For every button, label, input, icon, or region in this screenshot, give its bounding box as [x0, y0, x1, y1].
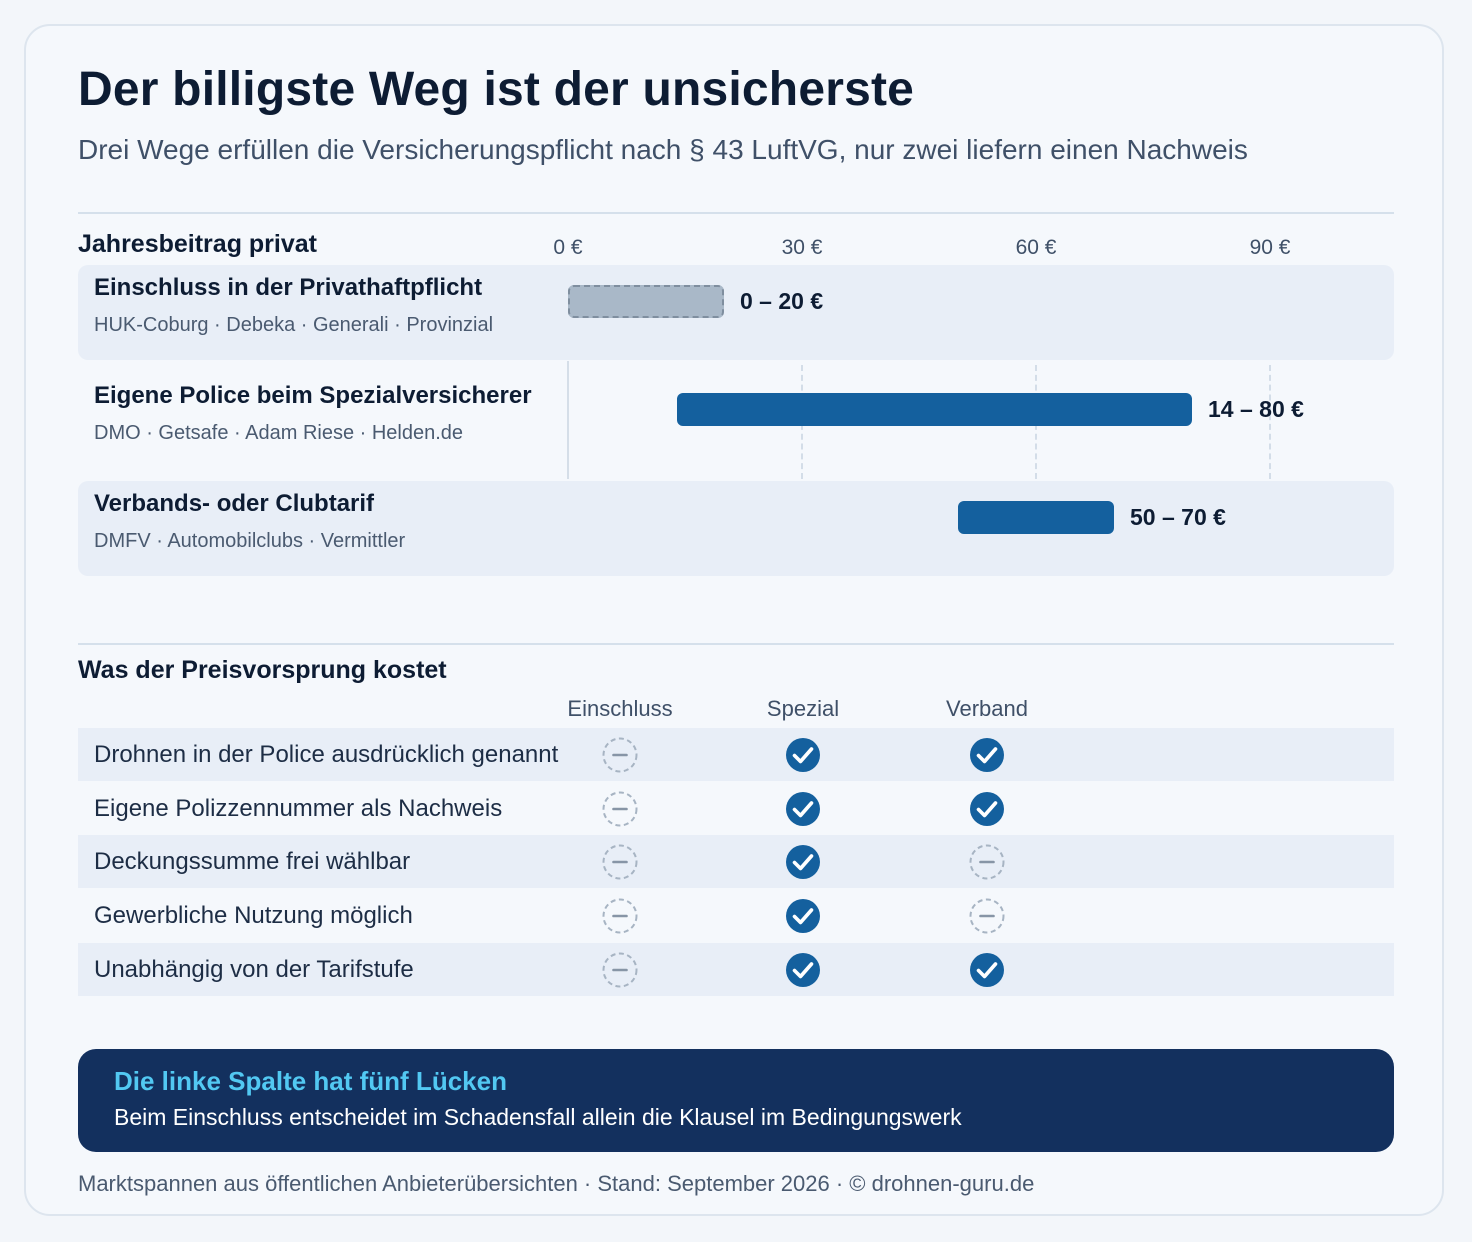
chart-row-background	[78, 265, 1394, 360]
range-bar	[568, 285, 724, 318]
check-circle-icon	[784, 736, 822, 774]
chart-row-providers: DMO · Getsafe · Adam Riese · Helden.de	[94, 422, 464, 444]
check-circle-icon	[784, 790, 822, 828]
callout-title: Die linke Spalte hat fünf Lücken	[114, 1066, 507, 1096]
page-title: Der billigste Weg ist der unsicherste	[78, 63, 915, 116]
check-circle-icon	[968, 951, 1006, 989]
comparison-section-title: Was der Preisvorsprung kostet	[78, 656, 447, 684]
chart-section-title: Jahresbeitrag privat	[78, 230, 317, 258]
divider-middle	[78, 643, 1394, 645]
footer-source: Marktspannen aus öffentlichen Anbieterüb…	[78, 1171, 1035, 1196]
column-header-verband: Verband	[946, 696, 1028, 721]
page-subtitle: Drei Wege erfüllen die Versicherungspfli…	[78, 134, 1248, 165]
check-circle-icon	[968, 790, 1006, 828]
axis-baseline	[567, 361, 569, 479]
chart-row-providers: DMFV · Automobilclubs · Vermittler	[94, 530, 406, 552]
x-tick-label: 90 €	[1249, 236, 1291, 259]
callout-text: Beim Einschluss entscheidet im Schadensf…	[114, 1104, 962, 1130]
range-bar	[677, 393, 1192, 426]
check-circle-icon	[784, 951, 822, 989]
range-bar-label: 14 – 80 €	[1208, 396, 1304, 422]
chart-row-name: Einschluss in der Privathaftpflicht	[94, 274, 483, 301]
x-tick-label: 60 €	[1015, 236, 1057, 259]
table-row	[78, 835, 1394, 889]
infographic-card	[24, 24, 1444, 1216]
range-bar	[958, 501, 1114, 534]
range-bar-label: 0 – 20 €	[740, 288, 824, 314]
check-circle-icon	[784, 897, 822, 935]
x-tick-label: 30 €	[781, 236, 823, 259]
feature-label: Gewerbliche Nutzung möglich	[94, 902, 413, 930]
feature-label: Deckungssumme frei wählbar	[94, 848, 411, 876]
check-circle-icon	[784, 843, 822, 881]
check-circle-icon	[968, 736, 1006, 774]
callout-box	[78, 1049, 1394, 1152]
x-tick-label: 0 €	[553, 236, 583, 259]
range-bar-label: 50 – 70 €	[1130, 504, 1226, 530]
chart-row-background	[78, 481, 1394, 576]
dash-circle-icon	[601, 790, 639, 828]
chart-row-name: Verbands- oder Clubtarif	[94, 490, 375, 517]
column-header-spezial: Spezial	[766, 696, 840, 721]
feature-label: Drohnen in der Police ausdrücklich genan…	[94, 741, 559, 768]
dash-circle-icon	[601, 951, 639, 989]
dash-circle-icon	[601, 897, 639, 935]
table-row	[78, 942, 1394, 996]
dash-circle-icon	[601, 843, 639, 881]
gridline	[1269, 365, 1271, 479]
feature-label: Eigene Polizzennummer als Nachweis	[94, 794, 503, 822]
dash-circle-icon	[968, 843, 1006, 881]
column-header-einschluss: Einschluss	[567, 696, 673, 721]
feature-label: Unabhängig von der Tarifstufe	[94, 955, 414, 983]
chart-row-name: Eigene Police beim Spezialversicherer	[94, 382, 532, 409]
dash-circle-icon	[601, 736, 639, 774]
dash-circle-icon	[968, 897, 1006, 935]
divider-top	[78, 212, 1394, 214]
chart-row-providers: HUK-Coburg · Debeka · Generali · Provinz…	[94, 314, 494, 336]
table-row	[78, 728, 1394, 781]
